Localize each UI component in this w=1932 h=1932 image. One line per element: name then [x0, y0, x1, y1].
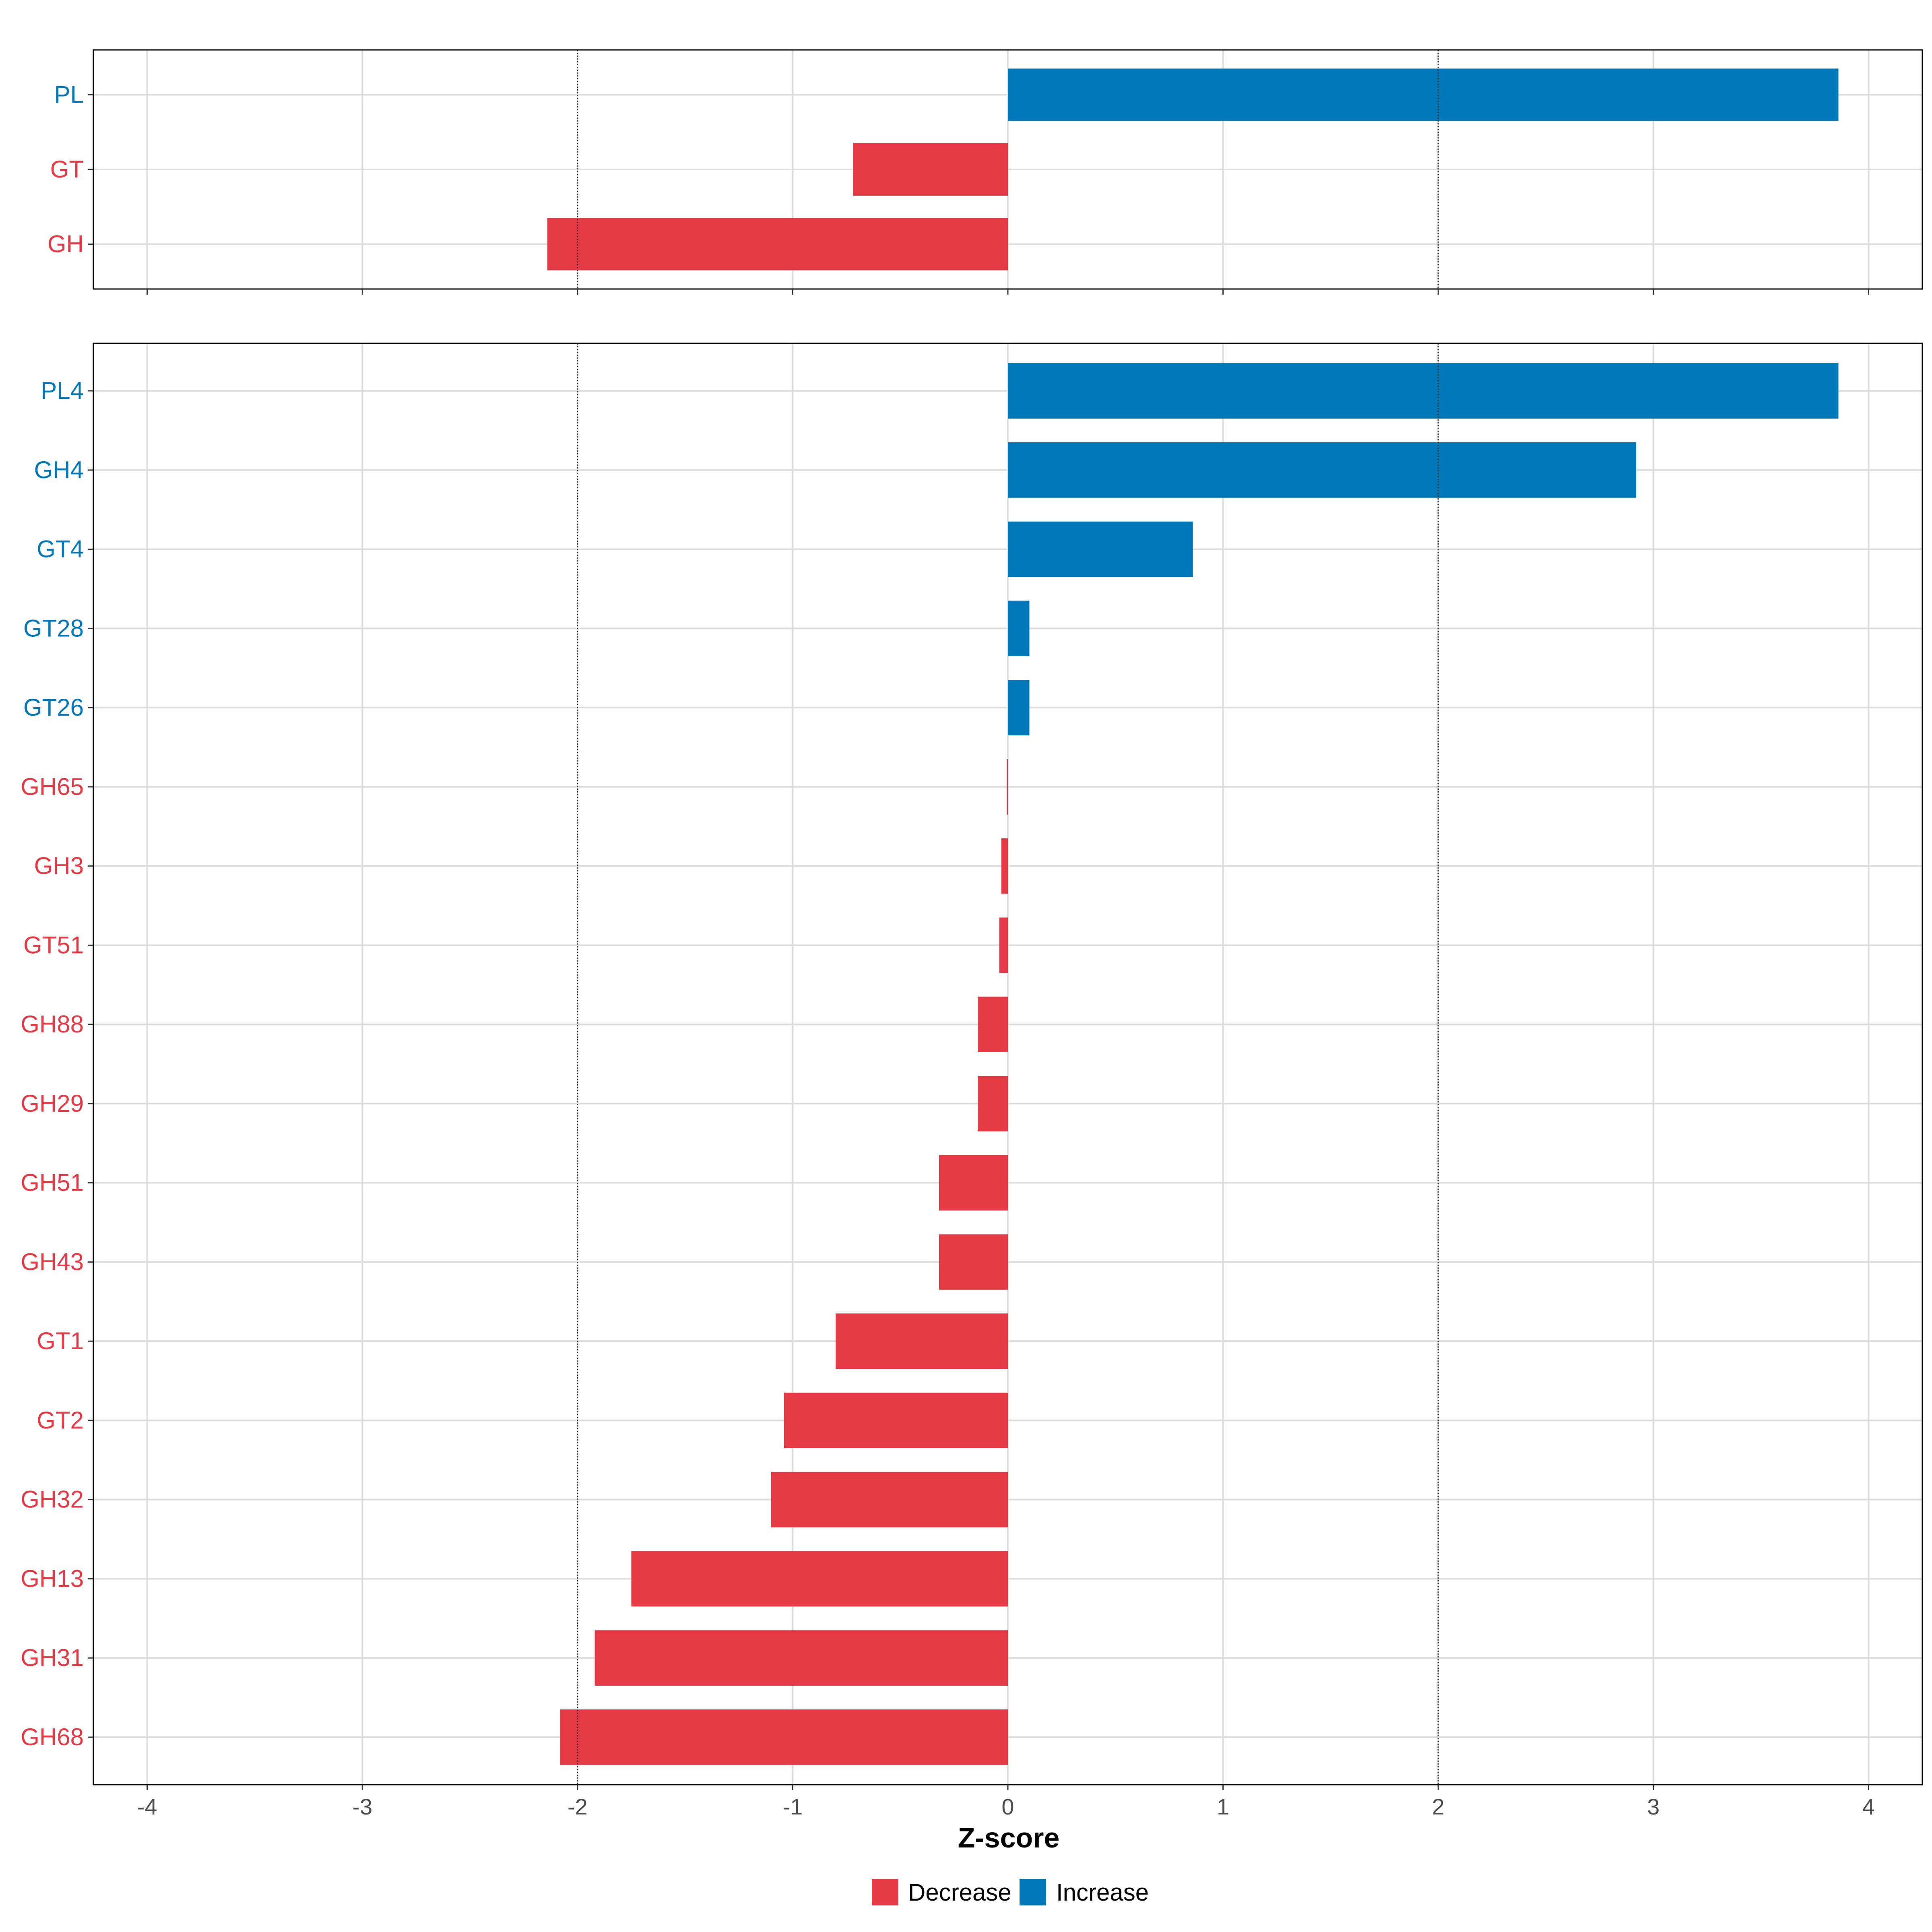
- bar-GT51: [999, 917, 1008, 973]
- category-label-GT4: GT4: [37, 536, 84, 563]
- bar-GT4: [1008, 521, 1193, 577]
- bar-GH68: [560, 1709, 1008, 1765]
- x-tick-label--4: -4: [137, 1794, 157, 1819]
- bar-GT26: [1008, 680, 1030, 735]
- bar-GH: [547, 218, 1008, 270]
- legend-label-increase: Increase: [1056, 1879, 1149, 1906]
- bar-GH65: [1007, 759, 1008, 815]
- bar-GT1: [836, 1313, 1008, 1369]
- bar-PL: [1008, 68, 1839, 121]
- category-label-GT2: GT2: [37, 1407, 84, 1434]
- category-label-GT26: GT26: [23, 694, 84, 721]
- category-label-GH3: GH3: [34, 852, 84, 879]
- bottom-panel: PL4 GH4 GT4 GT28 GT26 GH65 GH3 GT51 GH88 GH29 GH51…: [21, 343, 1923, 1790]
- bar-GH88: [978, 997, 1008, 1052]
- category-label-GT51: GT51: [23, 931, 84, 958]
- bar-GH32: [771, 1472, 1008, 1527]
- x-axis-title: Z-score: [958, 1822, 1060, 1854]
- x-tick-label--3: -3: [352, 1794, 372, 1819]
- legend: Decrease Increase: [872, 1879, 1149, 1906]
- category-label-GT1: GT1: [37, 1327, 84, 1354]
- category-label-GH32: GH32: [21, 1486, 84, 1513]
- bar-GH29: [978, 1076, 1008, 1131]
- legend-label-decrease: Decrease: [908, 1879, 1011, 1906]
- bar-GH51: [939, 1155, 1008, 1211]
- legend-swatch-decrease: [872, 1879, 898, 1905]
- x-tick-label-1: 1: [1217, 1794, 1229, 1819]
- x-tick-label--2: -2: [568, 1794, 588, 1819]
- category-label-GH31: GH31: [21, 1644, 84, 1671]
- bar-GT: [853, 143, 1008, 196]
- category-label-GH88: GH88: [21, 1011, 84, 1038]
- bar-GH4: [1008, 442, 1636, 498]
- x-tick-label--1: -1: [783, 1794, 803, 1819]
- category-label-GH4: GH4: [34, 456, 84, 483]
- category-label-GH43: GH43: [21, 1248, 84, 1275]
- category-label-PL: PL: [54, 81, 84, 108]
- category-label-GH68: GH68: [21, 1724, 84, 1750]
- category-label-GH65: GH65: [21, 773, 84, 800]
- category-label-GH51: GH51: [21, 1169, 84, 1196]
- legend-swatch-increase: [1020, 1879, 1046, 1905]
- x-tick-label-0: 0: [1001, 1794, 1014, 1819]
- category-label-GT28: GT28: [23, 615, 84, 642]
- category-label-GH: GH: [47, 231, 84, 258]
- bar-GT28: [1008, 601, 1030, 656]
- bar-GH13: [631, 1551, 1008, 1607]
- x-axis: -4 -3 -2 -1 0 1 2 3 4: [137, 1794, 1875, 1819]
- bar-PL4: [1008, 363, 1839, 419]
- category-label-PL4: PL4: [41, 377, 84, 404]
- x-tick-label-3: 3: [1647, 1794, 1660, 1819]
- x-tick-label-4: 4: [1862, 1794, 1875, 1819]
- category-label-GH29: GH29: [21, 1090, 84, 1117]
- bar-GH3: [1001, 838, 1008, 894]
- category-label-GT: GT: [50, 156, 84, 183]
- bar-GT2: [784, 1393, 1008, 1448]
- x-tick-label-2: 2: [1432, 1794, 1445, 1819]
- top-panel: PL GT GH: [47, 49, 1923, 295]
- bar-GH31: [594, 1630, 1008, 1686]
- category-label-GH13: GH13: [21, 1565, 84, 1592]
- bar-GH43: [939, 1234, 1008, 1290]
